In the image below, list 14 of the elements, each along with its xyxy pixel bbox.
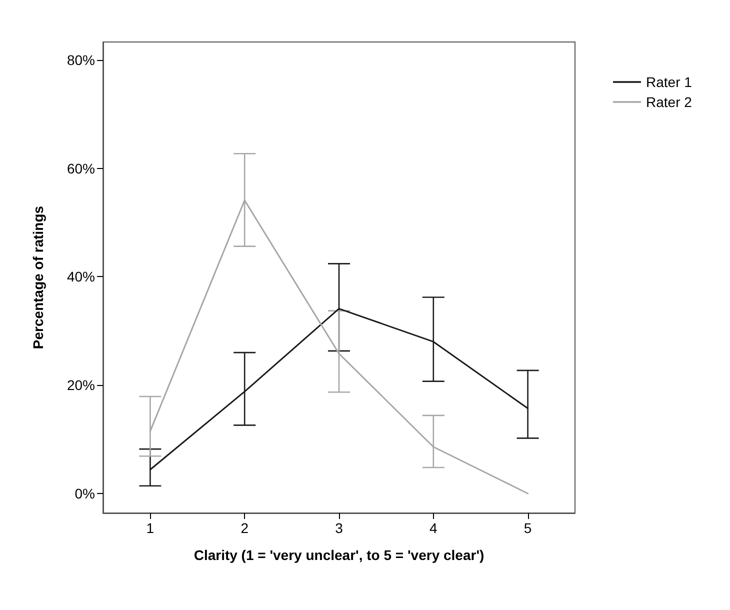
- x-tick-label: 4: [430, 520, 438, 536]
- legend-label: Rater 2: [646, 94, 692, 110]
- y-axis-title: Percentage of ratings: [30, 206, 46, 350]
- y-tick-label: 0%: [74, 485, 95, 502]
- x-tick-label: 3: [335, 520, 344, 536]
- legend-label: Rater 1: [646, 74, 692, 90]
- x-tick-label: 2: [240, 520, 249, 536]
- y-tick-label: 60%: [66, 160, 95, 176]
- x-tick-label: 1: [146, 520, 154, 536]
- x-axis-title: Clarity (1 = 'very unclear', to 5 = 'very clear'): [194, 547, 484, 563]
- x-tick-label: 5: [524, 520, 532, 536]
- y-tick-label: 80%: [66, 52, 95, 68]
- y-tick-label: 20%: [66, 377, 95, 394]
- y-tick-label: 40%: [66, 268, 95, 285]
